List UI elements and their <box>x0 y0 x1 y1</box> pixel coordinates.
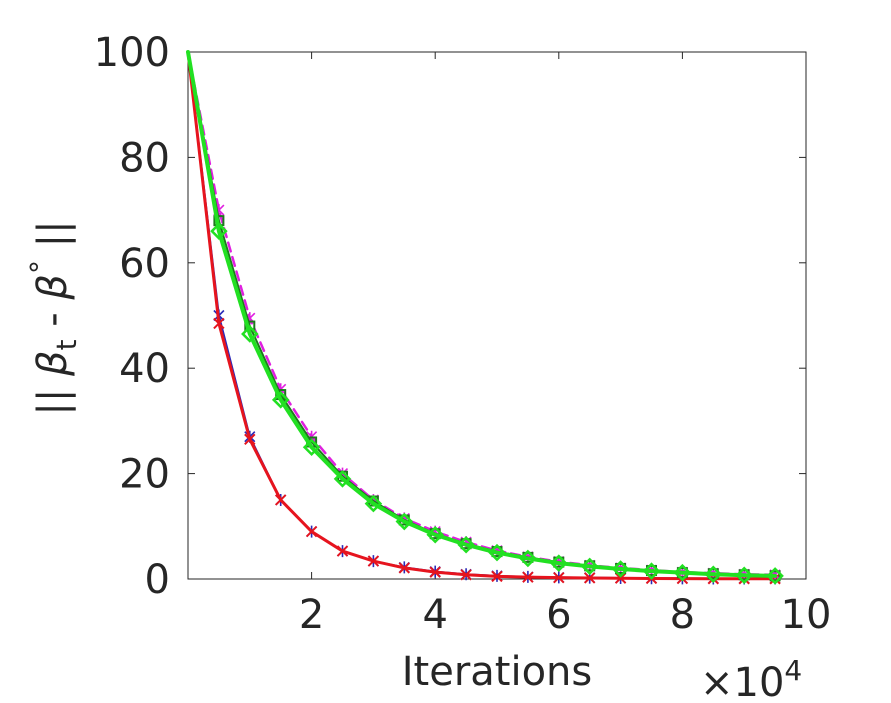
series-marker <box>642 562 661 580</box>
y-label-norm-close: || <box>30 220 76 260</box>
series-marker <box>271 391 290 409</box>
y-tick-label: 40 <box>119 346 170 392</box>
x-tick-label: 4 <box>422 592 447 638</box>
series-marker <box>766 567 784 585</box>
series-marker <box>244 433 256 446</box>
series-marker <box>213 317 225 330</box>
series-marker <box>614 572 627 584</box>
series-marker <box>305 525 318 538</box>
series-line <box>186 50 777 581</box>
y-label-norm-open: || <box>30 376 76 416</box>
series-marker <box>491 570 503 583</box>
series-marker <box>580 557 599 576</box>
series-marker <box>519 549 537 568</box>
series-marker <box>274 494 287 506</box>
series-marker <box>704 565 723 584</box>
series-marker <box>735 566 753 585</box>
series-marker <box>583 572 596 584</box>
series-marker <box>460 569 472 581</box>
series-marker <box>336 545 349 557</box>
y-label-minus: - <box>30 300 76 340</box>
series-layer <box>186 50 784 585</box>
series-5 <box>186 50 784 585</box>
series-marker <box>550 554 568 572</box>
x-axis-multiplier-exponent: 4 <box>784 654 802 687</box>
series-marker <box>367 555 380 567</box>
series-marker <box>333 470 352 488</box>
y-axis-label: || βt - β° || <box>24 220 83 415</box>
y-label-beta: β <box>30 350 76 377</box>
series-marker <box>241 325 259 343</box>
x-axis-label: Iterations <box>402 649 593 695</box>
x-tick-label: 2 <box>299 592 324 638</box>
y-tick-label: 20 <box>119 452 170 498</box>
series-marker <box>457 535 475 554</box>
series-marker <box>395 512 414 531</box>
x-tick-label: 8 <box>670 592 695 638</box>
x-tick-label: 10 <box>781 592 832 638</box>
series-marker <box>302 438 321 457</box>
y-tick-label: 0 <box>145 557 170 603</box>
x-tick-label: 6 <box>546 592 571 638</box>
y-tick-label: 80 <box>119 135 170 181</box>
x-axis-multiplier: ×104 <box>700 654 802 703</box>
series-marker <box>488 543 506 562</box>
y-label-superscript: ° <box>24 260 57 274</box>
plot-area <box>187 51 807 580</box>
y-label-beta-star: β <box>30 274 76 301</box>
series-marker <box>611 560 630 578</box>
series-marker <box>426 525 444 544</box>
series-marker <box>522 571 534 583</box>
series-marker <box>553 571 565 584</box>
series-marker <box>210 222 228 240</box>
x-axis-multiplier-base: ×10 <box>700 660 784 703</box>
y-label-subscript: t <box>50 339 83 350</box>
series-marker <box>364 494 383 513</box>
y-tick-label: 60 <box>119 241 170 287</box>
y-tick-label: 100 <box>94 30 170 76</box>
series-marker <box>429 566 441 578</box>
series-marker <box>673 563 692 582</box>
series-marker <box>398 562 411 574</box>
